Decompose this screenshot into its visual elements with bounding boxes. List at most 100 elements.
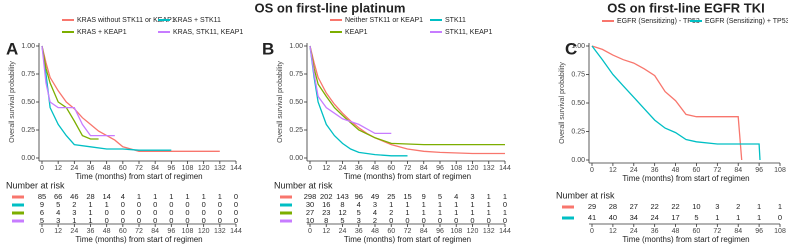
risk-count: 0 (105, 216, 109, 225)
x-tick-label: 84 (734, 167, 742, 174)
risk-count: 1 (454, 200, 458, 209)
risk-count: 4 (357, 200, 361, 209)
risk-count: 1 (487, 208, 491, 217)
risk-count: 0 (137, 216, 141, 225)
risk-count: 28 (86, 192, 94, 201)
x-tick-label: 144 (230, 165, 242, 172)
risk-count: 0 (218, 208, 222, 217)
risk-row-key (562, 205, 574, 209)
risk-count: 1 (736, 213, 740, 222)
risk-count: 1 (88, 208, 92, 217)
risk-count: 0 (503, 200, 507, 209)
x-tick-label: 60 (387, 165, 395, 172)
survival-curve (41, 45, 172, 151)
risk-row-key (280, 211, 292, 215)
panel-label: A (6, 39, 18, 58)
risk-x-tick-label: 48 (371, 228, 379, 235)
risk-count: 24 (650, 213, 658, 222)
risk-count: 3 (715, 202, 719, 211)
x-tick-label: 72 (404, 165, 412, 172)
risk-count: 0 (234, 200, 238, 209)
chart-title: OS on first-line EGFR TKI (607, 0, 764, 15)
risk-x-tick-label: 132 (483, 228, 495, 235)
risk-count: 0 (778, 213, 782, 222)
risk-x-tick-label: 96 (436, 228, 444, 235)
legend-label: STK11 (445, 17, 466, 24)
x-tick-label: 24 (630, 167, 638, 174)
survival-curve (309, 45, 392, 135)
risk-count: 0 (185, 208, 189, 217)
risk-count: 0 (202, 216, 206, 225)
risk-count: 0 (454, 216, 458, 225)
risk-x-tick-label: 144 (230, 228, 242, 235)
x-tick-label: 132 (214, 165, 226, 172)
x-axis-label: Time (months) from start of regimen (344, 172, 471, 181)
risk-count: 14 (102, 192, 110, 201)
risk-x-tick-label: 108 (182, 228, 194, 235)
risk-count: 1 (757, 213, 761, 222)
risk-count: 1 (438, 208, 442, 217)
risk-count: 29 (588, 202, 596, 211)
risk-count: 202 (320, 192, 333, 201)
x-tick-label: 96 (436, 165, 444, 172)
risk-x-axis-label: Time (months) from start of regimen (75, 235, 202, 244)
x-tick-label: 0 (308, 165, 312, 172)
risk-count: 1 (487, 192, 491, 201)
risk-count: 1 (438, 200, 442, 209)
risk-count: 27 (630, 202, 638, 211)
risk-count: 23 (322, 208, 330, 217)
risk-row-key (280, 219, 292, 223)
risk-x-tick-label: 144 (499, 228, 511, 235)
risk-count: 0 (438, 216, 442, 225)
risk-count: 143 (336, 192, 349, 201)
risk-x-tick-label: 132 (214, 228, 226, 235)
risk-count: 0 (185, 200, 189, 209)
x-tick-label: 108 (774, 167, 786, 174)
x-tick-label: 60 (119, 165, 127, 172)
risk-count: 46 (70, 192, 78, 201)
risk-x-tick-label: 120 (198, 228, 210, 235)
risk-count: 0 (121, 216, 125, 225)
risk-count: 0 (137, 208, 141, 217)
risk-count: 1 (88, 216, 92, 225)
x-tick-label: 96 (755, 167, 763, 174)
legend-label: KRAS, STK11, KEAP1 (173, 29, 243, 36)
x-tick-label: 84 (420, 165, 428, 172)
risk-x-tick-label: 72 (404, 228, 412, 235)
chart-title: OS on first-line platinum (255, 0, 406, 15)
risk-count: 5 (40, 216, 44, 225)
risk-row-key (12, 203, 24, 207)
risk-x-tick-label: 12 (609, 228, 617, 235)
risk-count: 16 (322, 200, 330, 209)
risk-count: 1 (405, 200, 409, 209)
risk-count: 5 (438, 192, 442, 201)
risk-count: 1 (422, 208, 426, 217)
risk-count: 10 (306, 216, 314, 225)
risk-x-tick-label: 0 (308, 228, 312, 235)
risk-count: 1 (470, 208, 474, 217)
x-tick-label: 96 (167, 165, 175, 172)
y-tick-label: 1.00 (289, 43, 303, 50)
risk-count: 1 (503, 192, 507, 201)
risk-count: 2 (373, 216, 377, 225)
survival-curve (41, 45, 99, 140)
y-tick-label: 0.25 (571, 128, 585, 135)
risk-x-tick-label: 60 (119, 228, 127, 235)
risk-row-key (12, 219, 24, 223)
x-tick-label: 72 (135, 165, 143, 172)
risk-x-tick-label: 120 (467, 228, 479, 235)
risk-x-tick-label: 72 (713, 228, 721, 235)
risk-count: 0 (202, 208, 206, 217)
risk-count: 0 (422, 216, 426, 225)
survival-curve (309, 45, 408, 157)
risk-count: 2 (389, 208, 393, 217)
risk-x-tick-label: 96 (755, 228, 763, 235)
survival-curve (309, 45, 505, 146)
survival-curve (41, 45, 115, 137)
y-tick-label: 0.50 (289, 99, 303, 106)
risk-count: 22 (671, 202, 679, 211)
risk-count: 0 (153, 208, 157, 217)
legend-label: KEAP1 (345, 29, 368, 36)
risk-count: 0 (121, 200, 125, 209)
risk-count: 1 (105, 200, 109, 209)
